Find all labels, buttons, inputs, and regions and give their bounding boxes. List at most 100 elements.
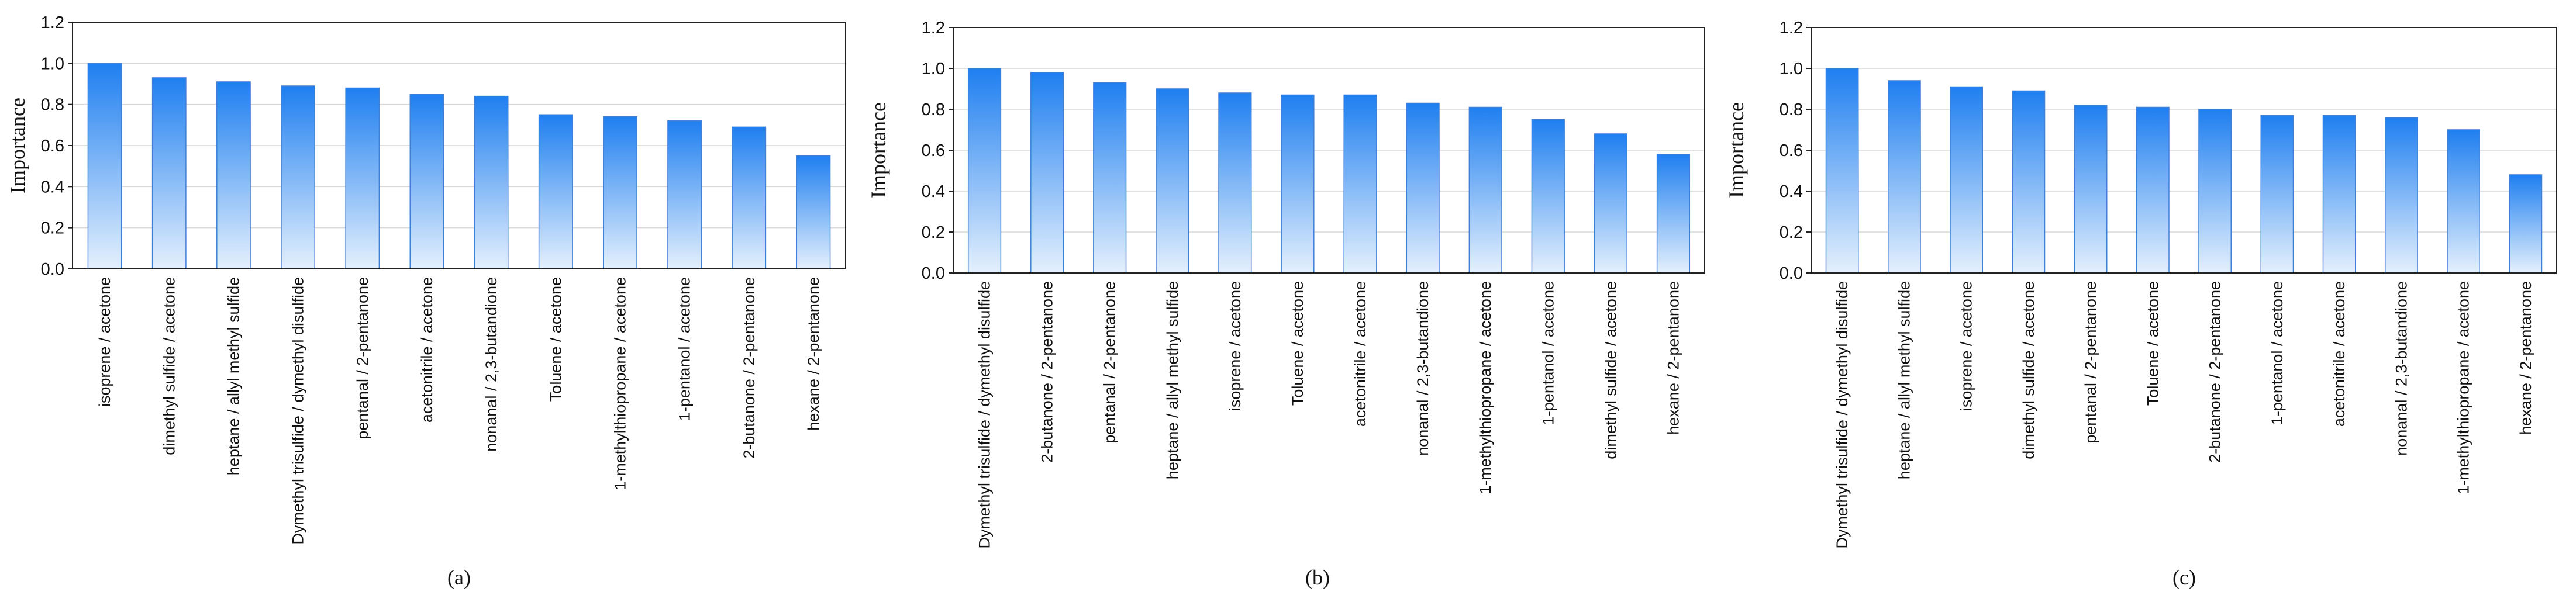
- bar: [1594, 133, 1627, 274]
- bar: [967, 68, 1002, 274]
- bar: [1093, 82, 1127, 274]
- x-category-label: acetonitrile / acetone: [1351, 281, 1369, 427]
- bar: [2385, 117, 2418, 274]
- bar: [2447, 129, 2480, 274]
- x-category-label: 1-methylthiopropane / acetone: [2455, 281, 2472, 494]
- plot-frame: [72, 22, 846, 269]
- bar: [732, 126, 767, 269]
- y-tick-label: 1.0: [41, 54, 64, 73]
- bar: [1656, 154, 1691, 274]
- x-category-label: pentanal / 2-pentanone: [1101, 281, 1119, 444]
- x-category-label: hexane / 2-pentanone: [2517, 281, 2534, 435]
- bar: [2012, 90, 2046, 274]
- x-category-label: 1-pentanol / acetone: [676, 277, 694, 421]
- bar: [1343, 94, 1377, 274]
- y-tick-label: 0.0: [41, 260, 64, 279]
- bar: [1950, 86, 1983, 274]
- bar: [1888, 80, 1921, 274]
- x-category-label: 1-methylthiopropane / acetone: [611, 277, 629, 490]
- bar: [2322, 115, 2356, 274]
- bar: [1406, 102, 1440, 274]
- bar: [474, 95, 509, 269]
- x-category-label: hexane / 2-pentanone: [805, 277, 822, 431]
- x-category-label: dimethyl sulfide / acetone: [160, 277, 178, 455]
- bar: [1531, 119, 1565, 274]
- x-category-label: heptane / allyl methyl sulfide: [1164, 281, 1181, 479]
- x-category-label: heptane / allyl methyl sulfide: [1895, 281, 1913, 479]
- x-category-label: Toluene / acetone: [1289, 281, 1306, 406]
- x-category-label: pentanal / 2-pentanone: [354, 277, 371, 440]
- bar: [2136, 106, 2170, 274]
- y-tick-label: 0.4: [1780, 182, 1803, 201]
- bar: [151, 77, 187, 269]
- y-tick-label: 0.2: [41, 219, 64, 238]
- y-tick-label: 1.2: [922, 19, 945, 37]
- y-tick-label: 0.6: [922, 141, 945, 160]
- y-tick-label: 0.8: [1780, 101, 1803, 119]
- x-category-label: isoprene / acetone: [96, 277, 113, 407]
- bar: [2198, 109, 2232, 274]
- x-category-label: nonanal / 2,3-butandione: [1414, 281, 1432, 456]
- panel-caption: (b): [1305, 566, 1330, 589]
- y-tick-label: 1.0: [1780, 60, 1803, 78]
- x-category-label: 1-pentanol / acetone: [1539, 281, 1557, 425]
- x-category-label: hexane / 2-pentanone: [1664, 281, 1682, 435]
- bar: [2074, 105, 2108, 274]
- panel-caption: (c): [2172, 566, 2196, 589]
- bar: [603, 116, 637, 269]
- y-tick-label: 0.2: [1780, 223, 1803, 242]
- y-tick-label: 0.0: [922, 264, 945, 283]
- bar: [281, 85, 315, 269]
- x-category-label: acetonitrile / acetone: [418, 277, 436, 423]
- y-tick-label: 0.8: [41, 96, 64, 115]
- bar: [1825, 68, 1859, 274]
- bar: [1218, 92, 1252, 274]
- x-category-label: Dymethyl trisulfide / dymethyl disulfide: [1833, 281, 1851, 549]
- bar: [345, 87, 380, 269]
- y-tick-label: 0.4: [41, 178, 64, 196]
- y-tick-label: 1.2: [41, 13, 64, 32]
- bar: [2509, 174, 2543, 274]
- x-category-label: dimethyl sulfide / acetone: [1602, 281, 1619, 459]
- chart-panel-1: 0.0 0.2 0.4 0.6 0.8 1.0 1.2 Dymethyl trisulfide…: [867, 19, 1705, 589]
- bar: [409, 94, 444, 269]
- x-category-label: acetonitrile / acetone: [2330, 281, 2348, 427]
- x-category-label: Dymethyl trisulfide / dymethyl disulfide: [976, 281, 994, 549]
- y-tick-label: 0.6: [41, 137, 64, 155]
- y-axis-title: Importance: [1725, 102, 1748, 198]
- x-category-label: Toluene / acetone: [2144, 281, 2161, 406]
- bar: [796, 155, 831, 269]
- y-axis-title: Importance: [867, 102, 890, 198]
- x-category-label: 1-pentanol / acetone: [2268, 281, 2286, 425]
- y-tick-label: 0.0: [1780, 264, 1803, 283]
- plot-frame: [1811, 27, 2557, 274]
- y-tick-label: 1.2: [1780, 19, 1803, 37]
- x-category-label: isoprene / acetone: [1958, 281, 1975, 411]
- plot-frame: [953, 27, 1705, 274]
- y-tick-label: 0.4: [922, 182, 945, 201]
- bar: [1030, 72, 1064, 274]
- x-category-label: 2-butanone / 2-pentanone: [1039, 281, 1056, 463]
- y-tick-label: 0.2: [922, 223, 945, 242]
- x-category-label: Dymethyl trisulfide / dymethyl disulfide: [289, 277, 307, 545]
- bar: [1281, 94, 1315, 274]
- x-category-label: 2-butanone / 2-pentanone: [2206, 281, 2224, 463]
- bar: [538, 114, 573, 269]
- bar: [2260, 115, 2294, 274]
- bar: [216, 81, 251, 269]
- bar: [1468, 106, 1502, 274]
- bar: [667, 120, 702, 269]
- x-category-label: heptane / allyl methyl sulfide: [225, 277, 242, 475]
- y-tick-label: 0.6: [1780, 141, 1803, 160]
- x-category-label: 2-butanone / 2-pentanone: [740, 277, 758, 459]
- chart-panel-0: 0.0 0.2 0.4 0.6 0.8 1.0 1.2 isoprene / acetone d…: [6, 13, 846, 589]
- x-category-label: nonanal / 2,3-butandione: [2392, 281, 2410, 456]
- x-category-label: isoprene / acetone: [1226, 281, 1244, 411]
- y-tick-label: 1.0: [922, 60, 945, 78]
- chart-panel-2: 0.0 0.2 0.4 0.6 0.8 1.0 1.2 Dymethyl trisulfide…: [1725, 19, 2557, 589]
- y-tick-label: 0.8: [922, 101, 945, 119]
- bar: [87, 63, 122, 269]
- x-category-label: Toluene / acetone: [547, 277, 564, 402]
- bar: [1156, 88, 1189, 274]
